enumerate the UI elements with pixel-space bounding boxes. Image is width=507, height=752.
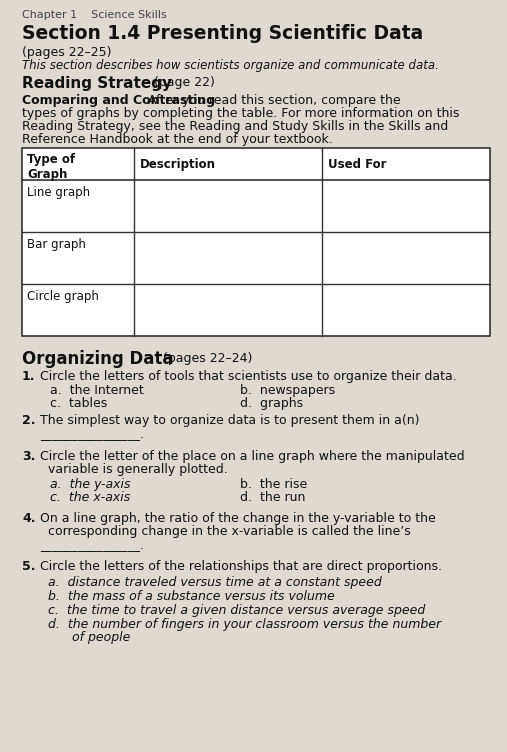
- Text: d.  graphs: d. graphs: [240, 397, 303, 410]
- Text: Type of
Graph: Type of Graph: [27, 153, 75, 181]
- Text: Circle the letters of tools that scientists use to organize their data.: Circle the letters of tools that scienti…: [36, 370, 457, 383]
- Text: 5.: 5.: [22, 560, 35, 573]
- Text: ________________.: ________________.: [40, 428, 144, 441]
- Text: Chapter 1    Science Skills: Chapter 1 Science Skills: [22, 10, 167, 20]
- Text: Used For: Used For: [328, 158, 386, 171]
- Text: d.  the run: d. the run: [240, 491, 305, 504]
- Text: Line graph: Line graph: [27, 186, 90, 199]
- Text: a.  the Internet: a. the Internet: [50, 384, 144, 397]
- Text: 1.: 1.: [22, 370, 35, 383]
- Text: After you read this section, compare the: After you read this section, compare the: [144, 94, 401, 107]
- Text: Reading Strategy, see the Reading and Study Skills in the Skills and: Reading Strategy, see the Reading and St…: [22, 120, 448, 133]
- Text: Reference Handbook at the end of your textbook.: Reference Handbook at the end of your te…: [22, 133, 333, 146]
- Text: corresponding change in the x-variable is called the line’s: corresponding change in the x-variable i…: [36, 525, 411, 538]
- Text: (pages 22–24): (pages 22–24): [159, 352, 252, 365]
- Text: Circle the letter of the place on a line graph where the manipulated: Circle the letter of the place on a line…: [36, 450, 464, 463]
- Text: Circle graph: Circle graph: [27, 290, 99, 303]
- Text: a.  distance traveled versus time at a constant speed: a. distance traveled versus time at a co…: [48, 576, 382, 589]
- Text: (page 22): (page 22): [150, 76, 215, 89]
- Text: Comparing and Contrasting: Comparing and Contrasting: [22, 94, 215, 107]
- Text: b.  newspapers: b. newspapers: [240, 384, 335, 397]
- Text: a.  the y-axis: a. the y-axis: [50, 478, 130, 491]
- Text: Bar graph: Bar graph: [27, 238, 86, 251]
- Text: 3.: 3.: [22, 450, 35, 463]
- Text: 2.: 2.: [22, 414, 35, 427]
- Text: The simplest way to organize data is to present them in a(n): The simplest way to organize data is to …: [36, 414, 419, 427]
- Text: On a line graph, the ratio of the change in the y-variable to the: On a line graph, the ratio of the change…: [36, 512, 436, 525]
- Text: This section describes how scientists organize and communicate data.: This section describes how scientists or…: [22, 59, 439, 72]
- Text: (pages 22–25): (pages 22–25): [22, 46, 112, 59]
- Text: Reading Strategy: Reading Strategy: [22, 76, 172, 91]
- Text: of people: of people: [48, 631, 130, 644]
- Text: ________________.: ________________.: [40, 539, 144, 552]
- Text: c.  the time to travel a given distance versus average speed: c. the time to travel a given distance v…: [48, 604, 425, 617]
- Bar: [22, 148, 490, 336]
- Text: b.  the mass of a substance versus its volume: b. the mass of a substance versus its vo…: [48, 590, 335, 603]
- Text: b.  the rise: b. the rise: [240, 478, 307, 491]
- Text: c.  tables: c. tables: [50, 397, 107, 410]
- Text: Section 1.4 Presenting Scientific Data: Section 1.4 Presenting Scientific Data: [22, 24, 423, 43]
- Text: variable is generally plotted.: variable is generally plotted.: [36, 463, 228, 476]
- Text: Circle the letters of the relationships that are direct proportions.: Circle the letters of the relationships …: [36, 560, 442, 573]
- Text: 4.: 4.: [22, 512, 35, 525]
- Text: d.  the number of fingers in your classroom versus the number: d. the number of fingers in your classro…: [48, 618, 441, 631]
- Text: types of graphs by completing the table. For more information on this: types of graphs by completing the table.…: [22, 107, 459, 120]
- Text: c.  the x-axis: c. the x-axis: [50, 491, 130, 504]
- Text: Description: Description: [140, 158, 216, 171]
- Text: Organizing Data: Organizing Data: [22, 350, 173, 368]
